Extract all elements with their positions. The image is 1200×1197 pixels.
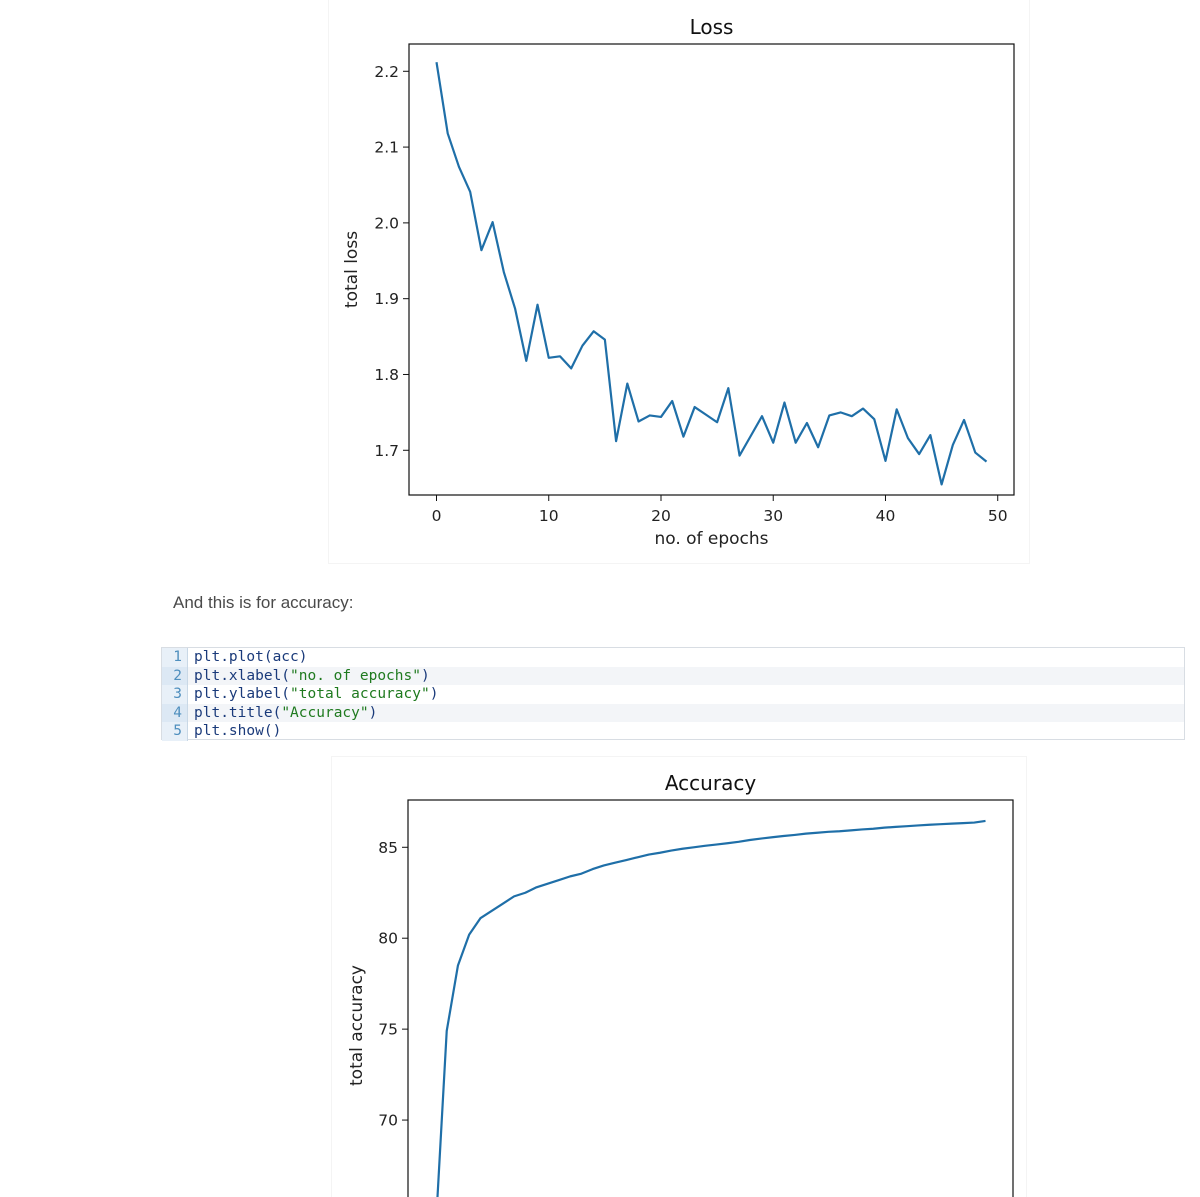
code-text: plt.plot(acc) (194, 649, 308, 665)
line-number: 1 (162, 648, 188, 667)
y-tick-label: 1.9 (374, 290, 399, 308)
code-text: plt.xlabel("no. of epochs") (194, 667, 430, 684)
loss-chart: Loss 1.7 1.8 1.9 2.0 2.1 2.2 0 10 20 30 40 50 no. of … (342, 15, 1015, 549)
y-tick-label: 70 (378, 1112, 398, 1130)
x-tick-label: 30 (763, 507, 783, 525)
x-tick-label: 20 (651, 507, 671, 525)
line-number: 2 (162, 666, 188, 685)
accuracy-chart-figure: Accuracy6570758085total accuracy (332, 757, 1026, 1197)
line-number: 4 (162, 703, 188, 722)
code-text: plt.ylabel("total accuracy") (194, 686, 439, 702)
y-tick-label: 75 (378, 1021, 398, 1039)
y-tick-label: 1.8 (374, 366, 399, 384)
x-axis-label: no. of epochs (654, 529, 768, 549)
data-series-line (436, 819, 986, 1197)
y-tick-label: 1.7 (374, 442, 399, 460)
code-line: 4 plt.title("Accuracy") (162, 703, 1184, 722)
y-axis-label: total accuracy (347, 965, 367, 1086)
accuracy-chart: Accuracy6570758085total accuracy (347, 771, 1014, 1197)
chart-title: Loss (690, 15, 734, 39)
line-number: 5 (162, 722, 188, 741)
code-line: 1 plt.plot(acc) (162, 648, 1184, 667)
plot-frame (408, 43, 1015, 496)
x-tick-label: 0 (432, 507, 442, 525)
y-tick-label: 2.1 (374, 139, 399, 157)
code-line: 2 plt.xlabel("no. of epochs") (162, 666, 1184, 685)
code-text: plt.title("Accuracy") (194, 704, 378, 721)
plot-frame (407, 799, 1014, 1197)
y-tick-label: 2.2 (374, 63, 399, 81)
x-tick-label: 50 (988, 507, 1008, 525)
code-line: 5 plt.show() (162, 722, 1184, 741)
y-tick-label: 2.0 (374, 214, 399, 232)
code-block: 1 plt.plot(acc) 2 plt.xlabel("no. of epo… (161, 647, 1185, 741)
code-line: 3 plt.ylabel("total accuracy") (162, 685, 1184, 704)
y-axis-label: total loss (342, 231, 362, 308)
line-number: 3 (162, 685, 188, 704)
y-tick-label: 85 (378, 839, 398, 857)
x-tick-label: 40 (876, 507, 896, 525)
chart-title: Accuracy (665, 771, 756, 795)
loss-chart-figure: Loss 1.7 1.8 1.9 2.0 2.1 2.2 0 10 20 30 40 50 no. of … (329, 0, 1029, 563)
y-tick-label: 80 (378, 930, 398, 948)
data-series-line (435, 62, 988, 486)
code-text: plt.show() (194, 723, 282, 739)
x-tick-label: 10 (539, 507, 559, 525)
accuracy-intro-text: And this is for accuracy: (173, 593, 354, 612)
